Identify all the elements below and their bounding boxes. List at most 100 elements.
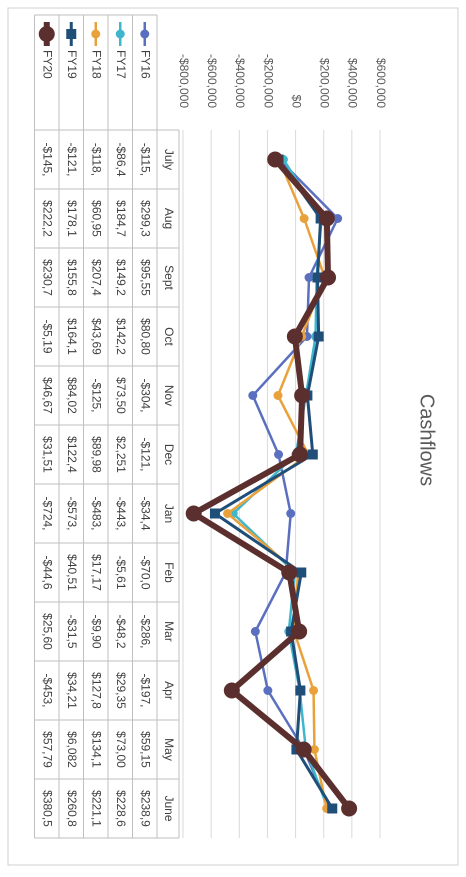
table-value: $89,98 xyxy=(90,436,104,473)
x-tick-label: Jan xyxy=(162,504,176,523)
table-value: -$125, xyxy=(90,378,104,412)
table-value: $29,35 xyxy=(114,672,128,709)
data-point xyxy=(274,450,284,459)
y-tick-label: -$200,000 xyxy=(261,54,275,108)
table-value: $6,082 xyxy=(65,731,79,768)
y-tick-label: -$600,000 xyxy=(205,54,219,108)
data-point xyxy=(292,446,309,463)
legend-label: FY17 xyxy=(114,50,128,79)
x-tick-label: June xyxy=(162,795,176,821)
table-value: $57,79 xyxy=(41,731,55,768)
table-value: -$31,5 xyxy=(65,614,79,648)
data-point xyxy=(295,685,306,696)
x-tick-label: Nov xyxy=(162,385,176,406)
table-value: $60,95 xyxy=(90,200,104,237)
data-point xyxy=(299,214,309,223)
table-value: $40,51 xyxy=(65,554,79,591)
legend-label: FY18 xyxy=(90,50,104,79)
table-value: $149,2 xyxy=(114,259,128,296)
legend-key-marker xyxy=(140,29,150,39)
data-point xyxy=(263,686,273,695)
legend-label: FY16 xyxy=(139,50,153,79)
data-point xyxy=(281,564,298,581)
table-value: $230,7 xyxy=(41,259,55,296)
table-value: $25,60 xyxy=(41,613,55,650)
y-tick-label: -$800,000 xyxy=(177,54,191,108)
data-point xyxy=(304,273,314,282)
table-value: $164,1 xyxy=(65,318,79,355)
table-value: -$118, xyxy=(90,143,104,176)
table-value: $73,00 xyxy=(114,731,128,768)
table-value: -$453, xyxy=(41,673,55,707)
table-value: $184,7 xyxy=(114,200,128,237)
table-value: $380,5 xyxy=(41,790,55,827)
data-point xyxy=(313,331,324,342)
x-tick-label: Apr xyxy=(162,681,176,700)
table-value: $178,1 xyxy=(65,200,79,237)
x-tick-label: Mar xyxy=(162,621,176,642)
data-point xyxy=(286,328,303,345)
y-tick-label: $600,000 xyxy=(374,58,388,108)
legend-label: FY19 xyxy=(65,50,79,79)
table-value: -$5,19 xyxy=(41,319,55,353)
table-value: -$5,61 xyxy=(114,555,128,589)
table-value: $84,02 xyxy=(65,377,79,414)
table-value: -$115, xyxy=(139,143,153,176)
data-point xyxy=(248,391,258,400)
data-point xyxy=(294,387,311,404)
data-point xyxy=(309,745,319,754)
data-point xyxy=(209,508,220,519)
table-value: $299,3 xyxy=(139,200,153,237)
chart-title: Cashflows xyxy=(416,394,438,486)
table-value: $221,1 xyxy=(90,790,104,827)
table-value: $142,2 xyxy=(114,318,128,355)
table-value: $222,2 xyxy=(41,200,55,237)
x-tick-label: Sept xyxy=(162,265,176,290)
data-point xyxy=(333,214,343,223)
data-point xyxy=(318,210,335,227)
table-value: $2,251 xyxy=(114,436,128,473)
table-value: -$304, xyxy=(139,378,153,412)
data-point xyxy=(291,623,308,640)
table-value: $155,8 xyxy=(65,259,79,296)
chart-frame xyxy=(7,7,459,866)
series-line xyxy=(190,157,352,811)
table-value: $228,6 xyxy=(114,790,128,827)
data-point xyxy=(327,803,338,814)
data-point xyxy=(309,686,319,695)
data-point xyxy=(223,682,240,699)
table-value: -$34,4 xyxy=(139,496,153,530)
legend-label: FY20 xyxy=(41,50,55,79)
x-tick-label: Oct xyxy=(162,327,176,346)
y-tick-label: -$400,000 xyxy=(233,54,247,108)
data-point xyxy=(295,741,312,758)
table-value: $260,8 xyxy=(65,790,79,827)
table-value: -$443, xyxy=(114,496,128,530)
table-value: -$197, xyxy=(139,673,153,707)
series-line xyxy=(213,158,334,810)
data-point xyxy=(312,272,323,283)
table-value: $134,1 xyxy=(90,731,104,768)
data-point xyxy=(267,151,284,168)
table-value: $43,69 xyxy=(90,318,104,355)
table-value: $238,9 xyxy=(139,790,153,827)
table-value: -$86,4 xyxy=(114,142,128,176)
table-value: $122,4 xyxy=(65,436,79,473)
legend-key-marker xyxy=(115,29,125,39)
table-value: $127,8 xyxy=(90,672,104,709)
table-value: -$286, xyxy=(139,614,153,648)
data-point xyxy=(273,391,283,400)
series-line xyxy=(226,159,328,809)
data-point xyxy=(286,509,296,518)
table-value: $46,67 xyxy=(41,377,55,414)
data-point xyxy=(250,627,260,636)
x-tick-label: Aug xyxy=(162,208,176,229)
legend-key-marker xyxy=(38,26,55,42)
y-tick-label: $200,000 xyxy=(318,58,332,108)
table-value: $31,51 xyxy=(41,436,55,473)
x-tick-label: May xyxy=(162,738,176,761)
table-value: -$121, xyxy=(139,437,153,471)
table-value: $73,50 xyxy=(114,377,128,414)
table-value: -$48,2 xyxy=(114,614,128,648)
